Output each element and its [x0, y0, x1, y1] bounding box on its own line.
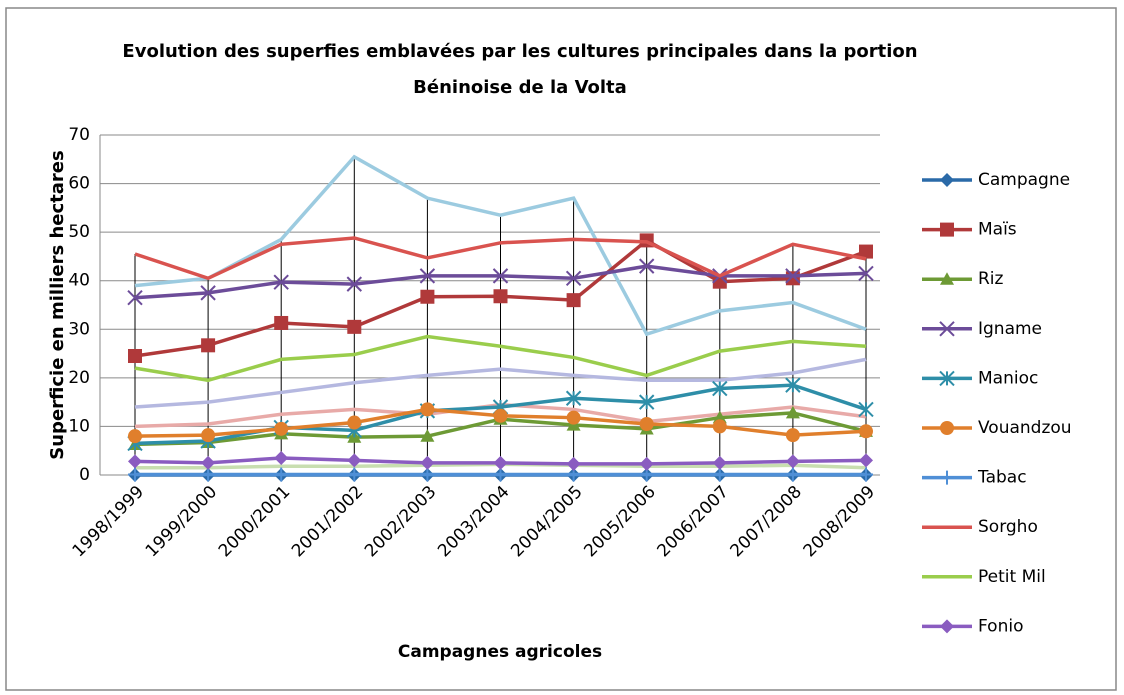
- marker: [201, 428, 216, 443]
- marker: [940, 470, 954, 485]
- marker: [347, 453, 362, 468]
- legend-label: Petit Mil: [978, 567, 1046, 587]
- marker: [785, 467, 800, 482]
- marker: [859, 244, 873, 259]
- marker: [128, 349, 142, 363]
- x-axis-label: Campagnes agricoles: [398, 642, 602, 662]
- y-tick-label: 40: [68, 271, 90, 291]
- marker: [566, 410, 581, 425]
- marker: [493, 455, 508, 470]
- series: [134, 334, 867, 383]
- legend-label: Riz: [978, 269, 1004, 289]
- marker: [128, 454, 142, 469]
- marker: [940, 222, 954, 237]
- chart-subtitle: Béninoise de la Volta: [413, 77, 627, 98]
- marker: [785, 454, 800, 469]
- y-axis-label: Superficie en milliers hectares: [47, 150, 68, 459]
- marker: [712, 455, 727, 470]
- legend-label: Fonio: [978, 616, 1023, 636]
- legend-label: Sorgho: [978, 517, 1038, 537]
- marker: [638, 394, 655, 410]
- marker: [420, 455, 435, 470]
- marker: [639, 417, 654, 431]
- marker: [940, 173, 954, 187]
- marker: [273, 274, 289, 290]
- y-tick-label: 20: [68, 368, 90, 388]
- series-line: [134, 357, 867, 409]
- marker: [274, 467, 289, 482]
- legend-label: Vouandzou: [978, 418, 1072, 438]
- marker: [939, 370, 955, 387]
- series: [128, 451, 873, 471]
- marker: [785, 377, 801, 393]
- marker: [940, 619, 954, 634]
- marker: [565, 270, 582, 286]
- legend-label: Tabac: [977, 468, 1027, 488]
- marker: [566, 293, 581, 308]
- marker: [346, 276, 363, 292]
- series: [128, 402, 873, 444]
- marker: [201, 338, 216, 353]
- series-line: [134, 334, 867, 383]
- marker: [347, 319, 362, 334]
- marker: [200, 285, 216, 301]
- marker: [566, 456, 581, 471]
- marker: [785, 405, 800, 419]
- marker: [785, 428, 800, 443]
- marker: [940, 421, 954, 435]
- series: [128, 233, 873, 363]
- marker: [858, 265, 874, 282]
- marker: [128, 467, 142, 482]
- marker: [565, 390, 582, 406]
- y-tick-label: 70: [68, 125, 90, 145]
- y-tick-label: 0: [79, 465, 90, 485]
- y-tick-label: 50: [68, 222, 90, 242]
- marker: [274, 421, 289, 436]
- marker: [785, 271, 800, 286]
- marker: [201, 455, 216, 470]
- marker: [493, 408, 508, 423]
- marker: [347, 415, 362, 430]
- marker: [347, 467, 362, 482]
- marker: [492, 268, 509, 284]
- y-tick-label: 60: [68, 174, 90, 194]
- marker: [420, 429, 435, 442]
- chart-title: Evolution des superfies emblavées par le…: [122, 41, 917, 62]
- legend-label: Igname: [978, 319, 1042, 339]
- marker: [785, 268, 801, 284]
- marker: [712, 410, 727, 424]
- marker: [939, 321, 955, 337]
- marker: [420, 289, 435, 304]
- y-tick-label: 10: [68, 416, 90, 436]
- marker: [859, 467, 873, 482]
- legend-label: Campagne: [978, 170, 1070, 190]
- marker: [859, 453, 873, 468]
- marker: [274, 315, 289, 330]
- marker: [274, 451, 289, 465]
- marker: [712, 380, 728, 397]
- y-tick-label: 30: [68, 319, 90, 339]
- legend-label: Maïs: [978, 220, 1017, 240]
- marker: [639, 456, 654, 471]
- marker: [128, 429, 142, 444]
- marker: [638, 258, 655, 274]
- legend-label: Manioc: [978, 368, 1038, 388]
- marker: [712, 419, 727, 434]
- marker: [858, 401, 874, 418]
- marker: [420, 402, 435, 417]
- marker: [419, 268, 436, 284]
- marker: [859, 424, 873, 439]
- series-line: [134, 236, 867, 281]
- series: [134, 357, 867, 409]
- marker: [493, 289, 508, 304]
- series: [134, 154, 867, 337]
- series-line: [134, 154, 867, 337]
- series: [134, 236, 867, 281]
- marker: [940, 272, 954, 285]
- marker: [127, 290, 143, 306]
